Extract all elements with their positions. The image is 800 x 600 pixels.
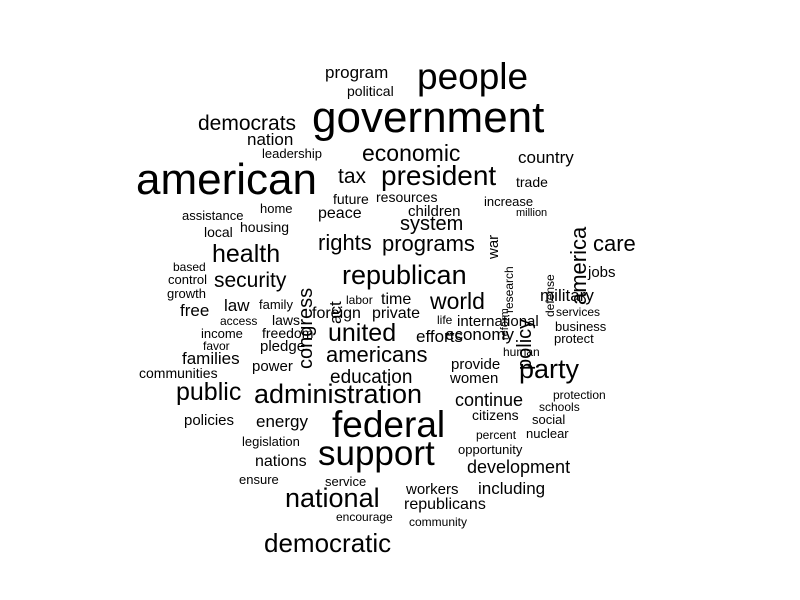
cloud-word: million <box>516 207 548 219</box>
cloud-word: american <box>136 155 317 204</box>
cloud-word: economy <box>445 325 514 344</box>
cloud-word: health <box>212 240 281 268</box>
cloud-word: growth <box>167 286 207 301</box>
cloud-word: support <box>318 434 435 473</box>
cloud-word: development <box>467 457 571 477</box>
cloud-word: women <box>450 370 499 387</box>
cloud-word: president <box>381 160 497 191</box>
cloud-word: democratic <box>264 528 392 558</box>
cloud-word: democrats <box>198 112 297 135</box>
cloud-word: laws <box>272 312 301 328</box>
cloud-word: including <box>478 479 546 498</box>
cloud-word: human <box>503 345 540 359</box>
cloud-word: education <box>330 367 413 388</box>
cloud-word: time <box>381 291 412 308</box>
cloud-word: republicans <box>404 496 486 513</box>
cloud-word: business <box>555 319 607 334</box>
cloud-word: political <box>347 83 394 99</box>
cloud-word: country <box>518 148 574 167</box>
cloud-word: increase <box>484 194 534 209</box>
cloud-word: continue <box>455 390 524 410</box>
cloud-word: program <box>325 63 389 82</box>
cloud-word: programs <box>382 231 475 256</box>
cloud-word: community <box>409 515 468 529</box>
cloud-word: international <box>457 313 539 330</box>
cloud-word: opportunity <box>458 442 523 457</box>
cloud-word: economic <box>362 140 461 166</box>
cloud-word: children <box>408 203 461 220</box>
cloud-word: citizens <box>472 407 519 423</box>
cloud-word: protection <box>553 388 606 402</box>
cloud-word: pledge <box>260 338 306 355</box>
cloud-word: government <box>312 93 545 142</box>
cloud-word: national <box>285 483 380 513</box>
cloud-word: republican <box>342 260 467 290</box>
cloud-word: service <box>325 474 367 489</box>
cloud-word: free <box>180 301 210 320</box>
cloud-word: life <box>437 313 453 327</box>
cloud-word: access <box>220 314 258 328</box>
cloud-word: labor <box>346 293 373 307</box>
cloud-word: jobs <box>588 264 616 281</box>
cloud-word: family <box>259 297 293 312</box>
cloud-word: resources <box>376 189 438 205</box>
cloud-word: encourage <box>336 510 393 524</box>
cloud-word: care <box>593 231 636 256</box>
cloud-word: local <box>204 224 233 240</box>
cloud-word: energy <box>256 412 308 431</box>
cloud-word: communities <box>139 365 218 381</box>
cloud-word: nation <box>247 130 294 149</box>
cloud-word: leadership <box>262 146 322 161</box>
cloud-word: united <box>328 319 397 347</box>
cloud-word: system <box>400 213 464 235</box>
cloud-word: trade <box>516 174 548 190</box>
cloud-word: income <box>201 326 243 341</box>
cloud-word: services <box>556 305 601 319</box>
cloud-word: reform <box>499 308 511 340</box>
cloud-word: efforts <box>416 327 463 346</box>
cloud-word: americans <box>326 342 428 367</box>
cloud-word: power <box>252 358 293 375</box>
cloud-word: tax <box>338 165 367 188</box>
cloud-word: social <box>532 412 566 427</box>
cloud-word: peace <box>318 205 362 222</box>
cloud-word: workers <box>406 481 459 498</box>
cloud-word: percent <box>476 428 517 442</box>
cloud-word: future <box>333 191 369 207</box>
cloud-word: world <box>430 288 485 314</box>
cloud-word: legislation <box>242 434 300 449</box>
cloud-word: federal <box>332 404 446 445</box>
cloud-word: favor <box>203 339 230 353</box>
cloud-word: housing <box>240 219 290 235</box>
cloud-word: nuclear <box>526 426 569 441</box>
cloud-word: freedom <box>262 325 314 341</box>
cloud-word: party <box>519 354 580 384</box>
cloud-word: war <box>485 234 502 259</box>
cloud-word: assistance <box>182 208 244 223</box>
cloud-word: rights <box>318 230 372 255</box>
cloud-word: home <box>260 201 293 216</box>
cloud-word: private <box>372 305 421 322</box>
cloud-word: based <box>173 260 206 274</box>
cloud-word: people <box>417 56 529 97</box>
cloud-word: protect <box>554 331 594 346</box>
cloud-word: provide <box>451 356 501 373</box>
cloud-word: research <box>502 266 516 313</box>
cloud-word: nations <box>255 453 307 470</box>
cloud-word: foreign <box>312 305 361 322</box>
cloud-word: defense <box>543 274 557 317</box>
cloud-word: administration <box>254 379 423 409</box>
cloud-word: law <box>224 296 250 315</box>
cloud-word: public <box>176 378 242 406</box>
cloud-word: security <box>214 269 287 292</box>
cloud-word: families <box>182 349 240 368</box>
cloud-word: ensure <box>239 472 279 487</box>
cloud-word: schools <box>539 400 580 414</box>
cloud-word: control <box>168 272 208 287</box>
cloud-word: policies <box>184 412 235 429</box>
cloud-word: military <box>540 286 594 305</box>
